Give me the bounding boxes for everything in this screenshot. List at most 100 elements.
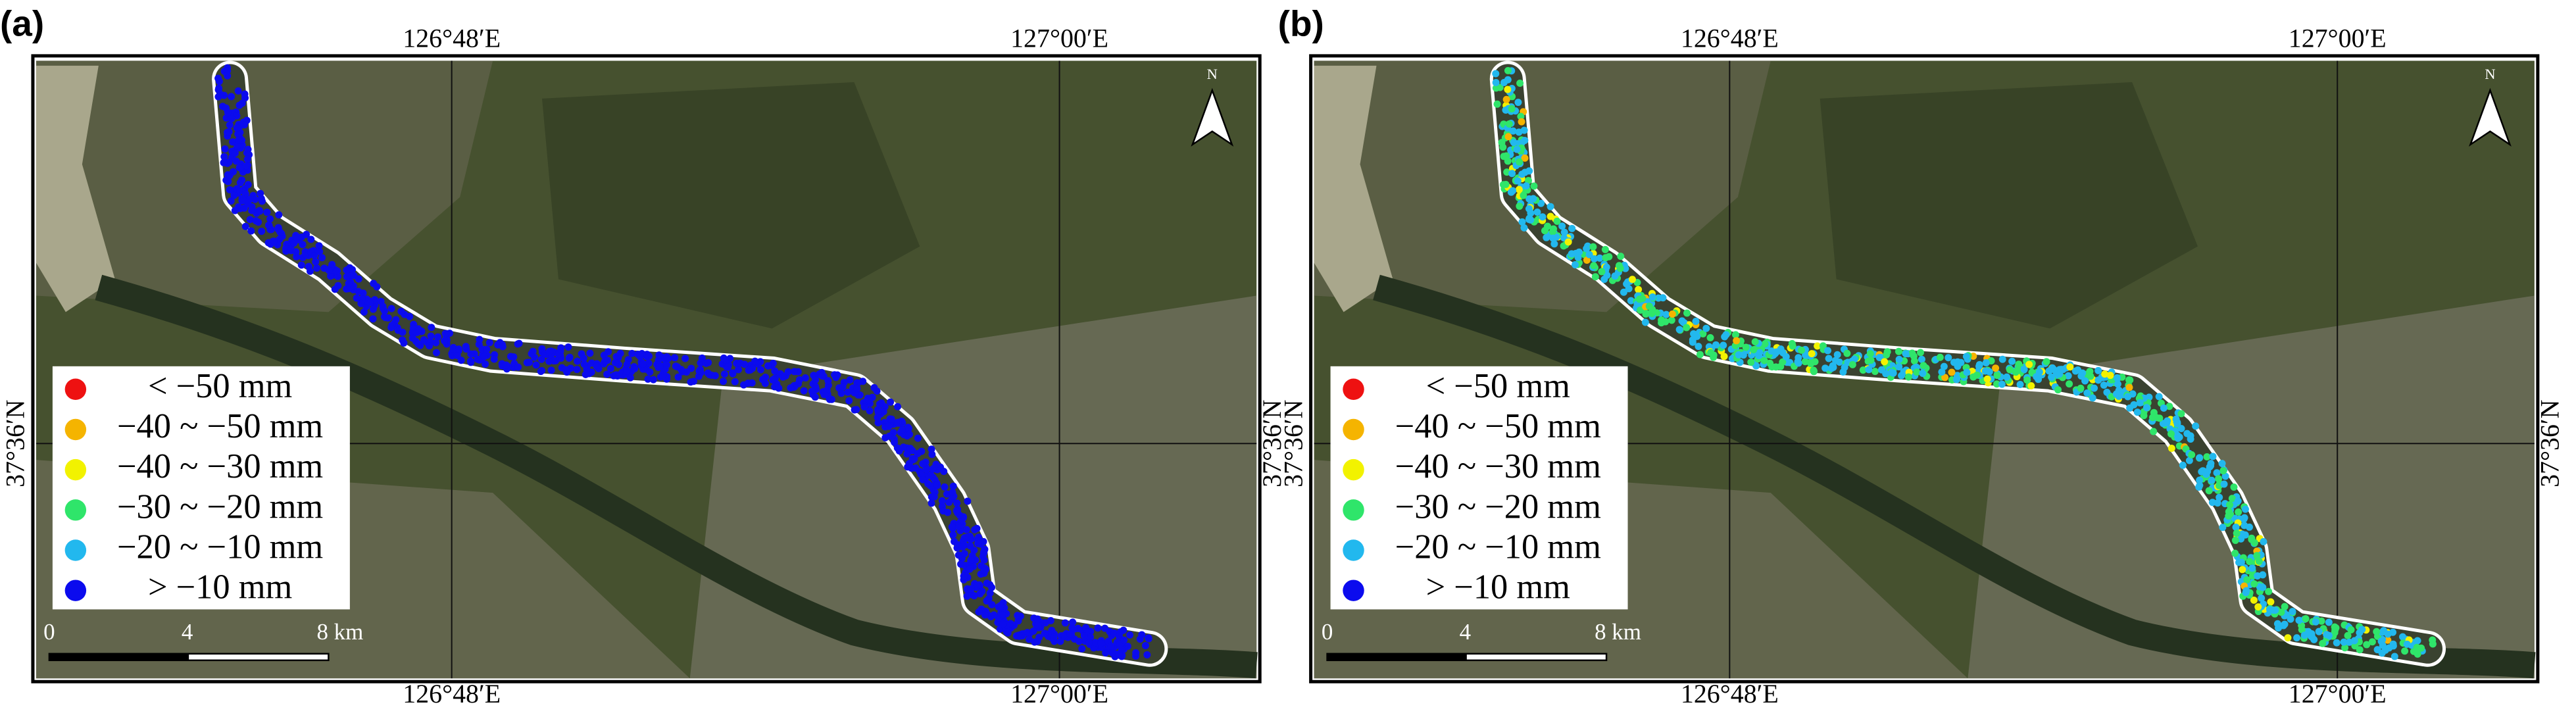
lon-label: 127°00′E: [2289, 24, 2387, 53]
ps-point: [2167, 445, 2175, 452]
ps-point: [2235, 508, 2242, 516]
ps-point: [2003, 373, 2011, 381]
ps-point: [1520, 224, 1528, 232]
ps-point: [628, 349, 636, 357]
ps-point: [928, 445, 935, 453]
ps-point: [1574, 253, 1582, 261]
ps-point: [787, 384, 795, 392]
ps-point: [582, 370, 589, 378]
ps-point: [687, 378, 695, 386]
ps-point: [502, 361, 510, 369]
ps-point: [2358, 626, 2366, 633]
ps-point: [2298, 626, 2306, 633]
ps-point: [2289, 608, 2296, 616]
ps-point: [967, 556, 975, 564]
legend-label: < −50 mm: [148, 367, 292, 405]
lon-label: 127°00′E: [1010, 24, 1108, 53]
ps-point: [307, 235, 315, 243]
ps-point: [228, 93, 235, 101]
ps-point: [636, 353, 644, 360]
ps-point: [645, 359, 653, 367]
ps-point: [2205, 487, 2213, 495]
ps-point: [894, 403, 902, 410]
ps-point: [345, 280, 353, 287]
ps-point: [1720, 353, 1728, 360]
ps-point: [2259, 583, 2267, 591]
ps-point: [607, 364, 614, 372]
ps-point: [409, 329, 416, 337]
ps-point: [2373, 646, 2381, 654]
ps-point: [1031, 638, 1039, 646]
ps-point: [2219, 467, 2227, 475]
ps-point: [2378, 628, 2386, 636]
ps-point: [1061, 619, 1069, 627]
ps-point: [455, 345, 462, 353]
ps-point: [2293, 634, 2301, 642]
ps-point: [293, 234, 301, 241]
ps-point: [2208, 499, 2216, 507]
ps-point: [2302, 615, 2310, 623]
legend-symbol: [64, 499, 87, 521]
ps-point: [2250, 580, 2258, 588]
ps-point: [1568, 250, 1575, 258]
ps-point: [387, 305, 395, 312]
ps-point: [490, 355, 498, 363]
ps-point: [1654, 294, 1662, 302]
ps-point: [2403, 640, 2411, 648]
ps-point: [929, 465, 937, 473]
ps-point: [1070, 625, 1078, 633]
ps-point: [1913, 368, 1921, 376]
ps-point: [1598, 268, 1606, 276]
ps-point: [397, 307, 405, 315]
ps-point: [382, 314, 389, 322]
ps-point: [1627, 297, 1635, 305]
legend-symbol: [1343, 458, 1364, 481]
ps-point: [1620, 288, 1627, 296]
ps-point: [334, 272, 341, 280]
ps-point: [320, 264, 328, 272]
ps-point: [1136, 635, 1144, 643]
ps-point: [631, 364, 639, 372]
ps-point: [731, 378, 739, 385]
ps-point: [2208, 476, 2216, 484]
ps-point: [949, 531, 957, 539]
ps-point: [1668, 310, 1676, 318]
ps-point: [2281, 620, 2289, 628]
ps-point: [740, 381, 748, 389]
ps-point: [1941, 374, 1949, 382]
ps-point: [565, 355, 573, 362]
ps-point: [230, 191, 238, 199]
lon-label: 126°48′E: [403, 24, 501, 53]
ps-point: [1692, 317, 1700, 325]
ps-point: [1543, 234, 1550, 241]
ps-point: [844, 388, 852, 396]
ps-point: [2079, 369, 2087, 377]
ps-point: [1504, 66, 1512, 74]
ps-point: [1502, 95, 1510, 103]
ps-point: [499, 343, 507, 351]
ps-point: [2006, 366, 2014, 374]
ps-point: [1101, 624, 1109, 632]
ps-point: [879, 408, 887, 416]
ps-point: [231, 149, 239, 157]
ps-point: [1033, 615, 1041, 623]
ps-point: [2384, 636, 2392, 644]
ps-point: [2140, 412, 2148, 420]
ps-point: [2160, 404, 2167, 412]
ps-point: [677, 366, 685, 374]
ps-point: [545, 357, 553, 365]
ps-point: [1547, 203, 1554, 210]
ps-point: [928, 499, 935, 507]
ps-point: [2344, 631, 2352, 639]
map-panel: N < −50 mm−40 ~ −50 mm−40 ~ −30 mm−30 ~ −…: [1278, 3, 2565, 708]
ps-point: [1963, 368, 1971, 376]
ps-point: [1508, 170, 1516, 178]
legend-label: > −10 mm: [148, 568, 292, 606]
legend-label: −40 ~ −50 mm: [117, 407, 323, 445]
ps-point: [580, 355, 587, 362]
ps-point: [1529, 195, 1537, 203]
ps-point: [2340, 638, 2348, 646]
mountain: [1820, 82, 2198, 329]
ps-point: [264, 221, 272, 229]
ps-point: [1648, 293, 1656, 301]
